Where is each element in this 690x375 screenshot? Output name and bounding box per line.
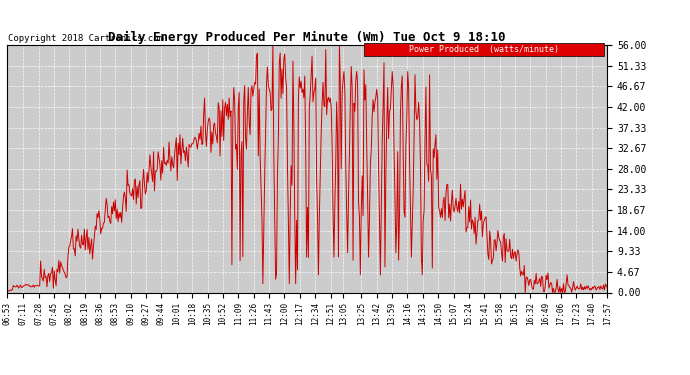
Title: Daily Energy Produced Per Minute (Wm) Tue Oct 9 18:10: Daily Energy Produced Per Minute (Wm) Tu… xyxy=(108,31,506,44)
Text: Power Produced  (watts/minute): Power Produced (watts/minute) xyxy=(409,45,559,54)
FancyBboxPatch shape xyxy=(364,42,604,56)
Text: Copyright 2018 Cartronics.com: Copyright 2018 Cartronics.com xyxy=(8,33,164,42)
